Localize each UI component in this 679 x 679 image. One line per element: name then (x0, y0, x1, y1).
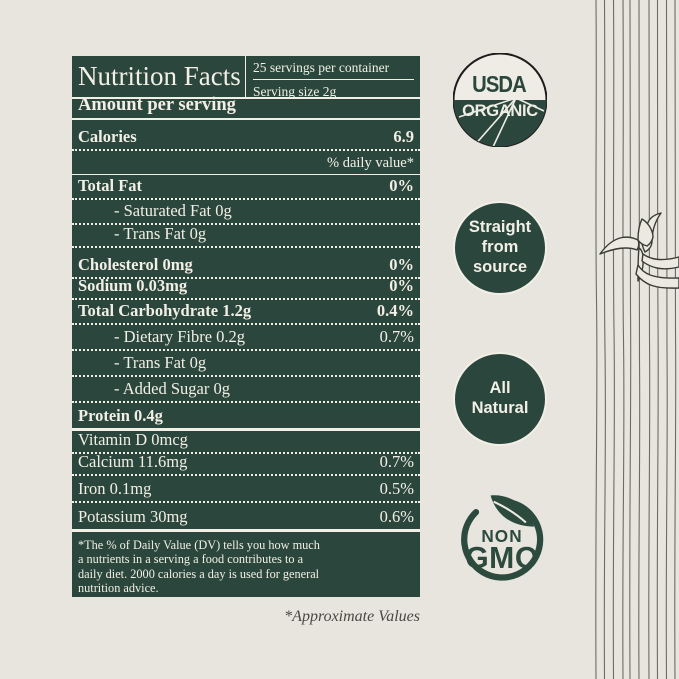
svg-text:ORGANIC: ORGANIC (462, 102, 538, 120)
svg-text:USDA: USDA (472, 71, 527, 98)
svg-text:GMO: GMO (465, 542, 539, 575)
